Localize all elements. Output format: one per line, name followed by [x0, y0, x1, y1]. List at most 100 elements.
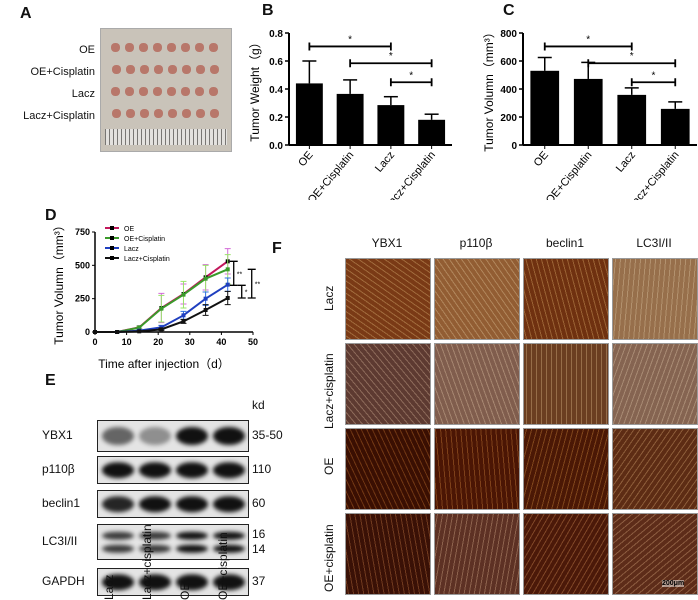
ihc-image [434, 428, 520, 510]
tumor-sample [126, 65, 135, 74]
tumor-sample [168, 109, 177, 118]
row-label-oe-cisplatin: OE+Cisplatin [30, 66, 95, 78]
ihc-row-label: OE+cisplatin [322, 524, 336, 592]
y-axis-label: Tumor Volumn（mm³） [482, 26, 496, 152]
protein-band [213, 544, 245, 554]
legend-label: Lacz [124, 246, 139, 253]
kd-value: 14 [252, 542, 266, 556]
protein-band [102, 574, 134, 590]
lane-label: Lacz+cisplatin [140, 524, 154, 600]
protein-band [213, 427, 245, 445]
significance-bracket [247, 268, 256, 299]
y-tick-label: 750 [75, 227, 90, 237]
ihc-row-label: Lacz [322, 285, 336, 311]
data-point [159, 306, 164, 311]
tumor-sample [209, 87, 218, 96]
protein-band [213, 462, 245, 478]
protein-band [139, 574, 171, 590]
data-point [203, 296, 208, 301]
tumor-sample [111, 43, 120, 52]
kd-label: kd [252, 398, 265, 412]
y-tick-label: 0.6 [269, 57, 283, 68]
tumor-sample [167, 43, 176, 52]
tumor-sample [125, 43, 134, 52]
row-label-lacz-cisplatin: Lacz+Cisplatin [23, 110, 95, 122]
x-axis-label: Time after injection（d） [98, 357, 230, 371]
x-tick-label: OE [532, 149, 551, 169]
lane-label: OE+cisplatin [216, 532, 230, 600]
tumor-sample [112, 65, 121, 74]
protein-band [139, 462, 171, 478]
legend-marker [110, 256, 114, 260]
x-tick-label: OE [296, 149, 315, 169]
significance-bracket [308, 42, 392, 51]
y-tick-label: 0 [511, 141, 517, 152]
ihc-image [523, 513, 609, 595]
bar [530, 70, 560, 145]
data-point [203, 308, 208, 312]
protein-band [176, 574, 208, 590]
blot-label: beclin1 [42, 496, 81, 510]
significance-label: * [389, 51, 393, 62]
kd-value: 60 [252, 496, 266, 510]
tumor-sample [139, 87, 148, 96]
tumor-sample [112, 109, 121, 118]
data-point [137, 325, 142, 330]
significance-bracket [630, 78, 677, 87]
legend-label: OE+Cisplatin [124, 236, 165, 243]
data-point [181, 313, 186, 318]
tumor-sample [196, 65, 205, 74]
tumor-sample [140, 65, 149, 74]
data-point [159, 327, 164, 332]
protein-band [176, 427, 208, 445]
ihc-image [434, 343, 520, 425]
protein-band [102, 544, 134, 554]
blot-3 [97, 524, 249, 560]
protein-band [213, 574, 245, 590]
blot-label: p110β [42, 462, 75, 476]
x-tick-label: 0 [92, 337, 97, 347]
blot-1 [97, 456, 249, 484]
blot-4 [97, 568, 249, 596]
data-point [181, 292, 186, 297]
legend-marker [110, 246, 114, 250]
panel-label-b: B [262, 2, 274, 19]
y-tick-label: 0.4 [269, 85, 283, 96]
tumor-sample [209, 43, 218, 52]
panel-label-f: F [272, 240, 282, 257]
significance-label: * [652, 70, 656, 81]
tumor-sample [153, 43, 162, 52]
y-tick-label: 800 [500, 29, 517, 40]
data-point [181, 319, 186, 324]
y-tick-label: 0.8 [269, 29, 283, 40]
protein-band [139, 544, 171, 554]
legend-marker [110, 236, 114, 240]
tumor-photo [100, 28, 232, 152]
x-tick-label: Lacz [373, 149, 397, 175]
blot-label: LC3I/II [42, 534, 78, 548]
blot-0 [97, 420, 249, 452]
row-label-lacz: Lacz [71, 88, 95, 100]
ihc-column-header: LC3I/II [636, 236, 672, 250]
tumor-sample [139, 43, 148, 52]
ihc-image [612, 258, 698, 340]
x-tick-label: 10 [122, 337, 132, 347]
ihc-image [612, 343, 698, 425]
y-tick-label: 200 [500, 113, 517, 124]
data-point [137, 329, 142, 334]
data-point [225, 282, 230, 287]
significance-label: * [409, 70, 413, 81]
significance-bracket [543, 42, 633, 51]
significance-label: * [586, 34, 590, 45]
protein-band [139, 531, 171, 541]
kd-value: 16 [252, 527, 266, 541]
significance-bracket [229, 260, 238, 286]
tumor-sample [195, 43, 204, 52]
ihc-image [612, 428, 698, 510]
tumor-sample [154, 65, 163, 74]
tumor-sample [210, 109, 219, 118]
protein-band [176, 531, 208, 541]
protein-band [102, 462, 134, 478]
x-tick-label: 40 [216, 337, 226, 347]
significance-bracket [587, 59, 677, 68]
